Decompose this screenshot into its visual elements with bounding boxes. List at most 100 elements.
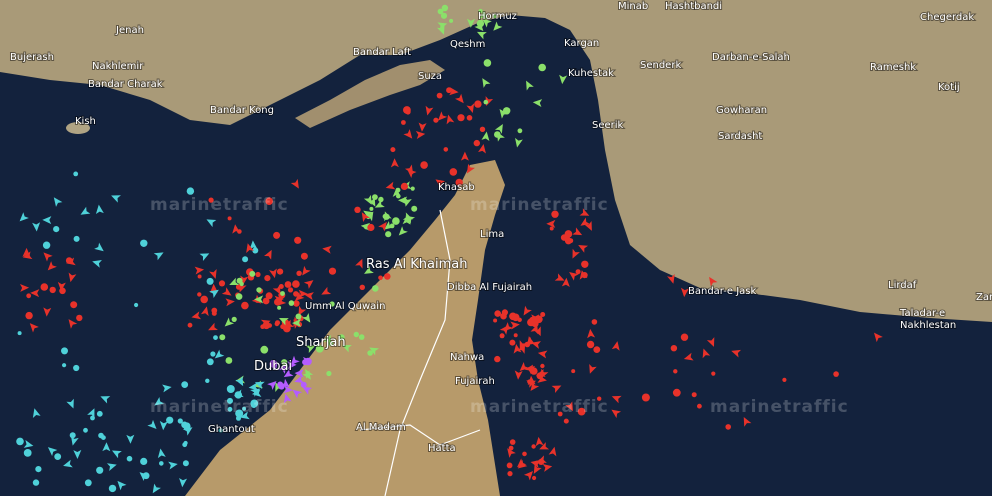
vessel-marker[interactable] — [134, 302, 139, 308]
vessel-marker[interactable] — [494, 355, 501, 363]
vessel-marker[interactable] — [538, 63, 546, 72]
vessel-marker[interactable] — [537, 349, 548, 359]
vessel-marker[interactable] — [404, 164, 417, 176]
vessel-marker[interactable] — [101, 435, 106, 440]
vessel-marker[interactable] — [90, 415, 95, 421]
vessel-marker[interactable] — [260, 324, 265, 330]
vessel-marker[interactable] — [478, 8, 483, 14]
vessel-marker[interactable] — [437, 20, 448, 30]
vessel-marker[interactable] — [563, 418, 569, 424]
vessel-marker[interactable] — [212, 349, 225, 362]
vessel-marker[interactable] — [293, 291, 299, 297]
vessel-marker[interactable] — [305, 342, 317, 353]
vessel-marker[interactable] — [16, 437, 24, 446]
vessel-marker[interactable] — [367, 223, 375, 232]
vessel-marker[interactable] — [295, 305, 307, 318]
vessel-marker[interactable] — [548, 446, 559, 457]
vessel-marker[interactable] — [359, 284, 365, 290]
vessel-marker[interactable] — [300, 383, 313, 395]
vessel-marker[interactable] — [140, 457, 148, 465]
vessel-marker[interactable] — [725, 424, 731, 430]
vessel-marker[interactable] — [673, 369, 678, 374]
vessel-marker[interactable] — [340, 341, 352, 353]
vessel-marker[interactable] — [572, 227, 584, 238]
vessel-marker[interactable] — [206, 322, 218, 334]
vessel-marker[interactable] — [197, 274, 202, 279]
vessel-marker[interactable] — [522, 451, 527, 457]
vessel-marker[interactable] — [206, 277, 214, 285]
vessel-marker[interactable] — [392, 187, 401, 197]
vessel-marker[interactable] — [494, 122, 506, 134]
vessel-marker[interactable] — [249, 270, 256, 277]
vessel-marker[interactable] — [514, 370, 523, 380]
vessel-marker[interactable] — [65, 257, 76, 267]
vessel-marker[interactable] — [326, 370, 332, 377]
vessel-marker[interactable] — [466, 103, 476, 114]
vessel-marker[interactable] — [62, 363, 67, 368]
vessel-marker[interactable] — [437, 8, 444, 15]
vessel-marker[interactable] — [479, 10, 488, 20]
vessel-marker[interactable] — [269, 268, 279, 279]
vessel-marker[interactable] — [610, 393, 622, 404]
vessel-marker[interactable] — [564, 230, 573, 238]
vessel-marker[interactable] — [209, 286, 221, 299]
vessel-marker[interactable] — [389, 223, 395, 229]
vessel-marker[interactable] — [166, 416, 174, 424]
vessel-marker[interactable] — [73, 364, 80, 372]
vessel-marker[interactable] — [83, 427, 88, 433]
vessel-marker[interactable] — [476, 19, 485, 28]
vessel-marker[interactable] — [509, 312, 517, 321]
vessel-marker[interactable] — [531, 444, 536, 449]
vessel-marker[interactable] — [73, 171, 79, 177]
vessel-marker[interactable] — [436, 92, 443, 99]
vessel-marker[interactable] — [66, 398, 77, 410]
vessel-marker[interactable] — [611, 340, 622, 351]
vessel-marker[interactable] — [114, 478, 127, 491]
vessel-marker[interactable] — [586, 328, 596, 339]
vessel-marker[interactable] — [280, 378, 292, 391]
vessel-marker[interactable] — [303, 277, 316, 289]
vessel-marker[interactable] — [483, 99, 489, 105]
vessel-marker[interactable] — [73, 235, 80, 242]
vessel-marker[interactable] — [540, 363, 545, 369]
vessel-marker[interactable] — [496, 107, 509, 119]
vessel-marker[interactable] — [535, 436, 544, 447]
vessel-marker[interactable] — [446, 87, 452, 94]
vessel-marker[interactable] — [584, 221, 595, 233]
vessel-marker[interactable] — [205, 216, 217, 228]
vessel-marker[interactable] — [249, 240, 258, 250]
vessel-marker[interactable] — [385, 231, 392, 238]
vessel-marker[interactable] — [512, 343, 522, 354]
vessel-marker[interactable] — [288, 300, 295, 306]
vessel-marker[interactable] — [367, 350, 373, 356]
vessel-marker[interactable] — [22, 247, 31, 257]
vessel-marker[interactable] — [25, 311, 33, 320]
vessel-marker[interactable] — [140, 239, 148, 247]
vessel-marker[interactable] — [517, 317, 522, 322]
vessel-marker[interactable] — [42, 216, 52, 225]
vessel-marker[interactable] — [492, 14, 497, 19]
vessel-marker[interactable] — [526, 377, 537, 388]
vessel-marker[interactable] — [561, 277, 571, 287]
vessel-marker[interactable] — [483, 59, 492, 67]
vessel-marker[interactable] — [322, 245, 332, 254]
vessel-marker[interactable] — [94, 242, 106, 255]
vessel-marker[interactable] — [420, 161, 428, 169]
vessel-marker[interactable] — [369, 206, 374, 211]
vessel-marker[interactable] — [73, 449, 82, 459]
vessel-marker[interactable] — [411, 205, 418, 212]
vessel-marker[interactable] — [199, 250, 211, 261]
vessel-marker[interactable] — [126, 434, 135, 444]
vessel-marker[interactable] — [19, 283, 30, 292]
vessel-marker[interactable] — [466, 18, 475, 28]
vessel-marker[interactable] — [373, 199, 385, 211]
vessel-marker[interactable] — [91, 258, 102, 268]
vessel-marker[interactable] — [70, 301, 78, 309]
vessel-marker[interactable] — [248, 382, 259, 392]
vessel-marker[interactable] — [227, 406, 233, 412]
vessel-marker[interactable] — [35, 466, 42, 473]
vessel-marker[interactable] — [435, 111, 448, 123]
vessel-marker[interactable] — [156, 448, 166, 459]
vessel-marker[interactable] — [423, 105, 434, 117]
vessel-marker[interactable] — [683, 352, 694, 363]
